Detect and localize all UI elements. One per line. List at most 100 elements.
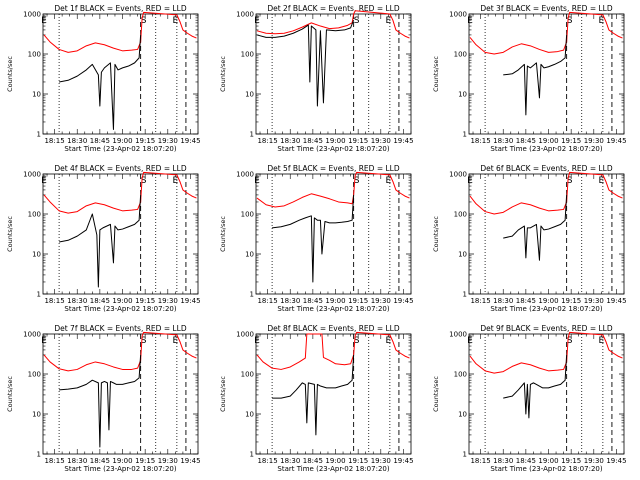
x-tick-label: 18:30 bbox=[493, 137, 513, 145]
x-tick-label: 19:30 bbox=[371, 137, 391, 145]
y-tick-label: 10 bbox=[32, 411, 41, 419]
marker-e1: E bbox=[254, 16, 260, 26]
red-lld-series bbox=[43, 331, 197, 372]
x-tick-label: 18:30 bbox=[67, 457, 87, 465]
y-tick-label: 1 bbox=[463, 291, 467, 299]
x-tick-label: 18:30 bbox=[493, 297, 513, 305]
x-axis-label: Start Time (23-Apr-02 18:07:20) bbox=[64, 145, 176, 153]
y-tick-label: 100 bbox=[241, 371, 254, 379]
marker-s: S bbox=[141, 176, 147, 186]
x-tick-label: 18:45 bbox=[516, 297, 536, 305]
y-tick-label: 1 bbox=[463, 131, 467, 139]
red-lld-series bbox=[469, 331, 623, 374]
marker-e2: E bbox=[599, 336, 605, 346]
plot-title: Det 9f BLACK = Events, RED = LLD bbox=[480, 324, 613, 333]
x-tick-label: 19:00 bbox=[538, 137, 558, 145]
x-tick-label: 19:00 bbox=[112, 457, 132, 465]
marker-e2: E bbox=[386, 16, 392, 26]
y-tick-label: 1 bbox=[250, 291, 254, 299]
marker-e1: E bbox=[254, 176, 260, 186]
red-lld-series bbox=[43, 171, 197, 214]
marker-s: S bbox=[354, 16, 360, 26]
y-tick-label: 100 bbox=[454, 51, 467, 59]
plot-panel-det-6f: Det 6f BLACK = Events, RED = LLD Counts/s… bbox=[432, 164, 627, 313]
x-tick-label: 18:15 bbox=[257, 137, 277, 145]
x-tick-label: 19:00 bbox=[325, 137, 345, 145]
plot-frame bbox=[42, 173, 199, 295]
y-tick-label: 10 bbox=[245, 91, 254, 99]
y-tick-label: 100 bbox=[28, 51, 41, 59]
plot-panel-det-8f: Det 8f BLACK = Events, RED = LLD Counts/s… bbox=[219, 324, 414, 473]
plot-panel-det-9f: Det 9f BLACK = Events, RED = LLD Counts/s… bbox=[432, 324, 627, 473]
x-axis-label: Start Time (23-Apr-02 18:07:20) bbox=[277, 145, 389, 153]
x-tick-label: 19:15 bbox=[348, 137, 368, 145]
y-axis-label: Counts/sec bbox=[432, 216, 440, 252]
y-axis-label: Counts/sec bbox=[219, 376, 227, 412]
x-tick-label: 19:45 bbox=[180, 457, 200, 465]
marker-e1: E bbox=[467, 16, 473, 26]
x-tick-label: 19:30 bbox=[371, 297, 391, 305]
y-tick-label: 1000 bbox=[23, 331, 41, 339]
x-tick-label: 19:00 bbox=[538, 297, 558, 305]
marker-s: S bbox=[567, 336, 573, 346]
y-axis-label: Counts/sec bbox=[219, 216, 227, 252]
black-events-series bbox=[503, 34, 568, 116]
x-axis-label: Start Time (23-Apr-02 18:07:20) bbox=[277, 465, 389, 473]
marker-e2: E bbox=[173, 16, 179, 26]
plot-title: Det 7f BLACK = Events, RED = LLD bbox=[54, 324, 187, 333]
x-tick-label: 19:45 bbox=[606, 137, 626, 145]
marker-e2: E bbox=[599, 176, 605, 186]
y-axis-label: Counts/sec bbox=[219, 56, 227, 92]
marker-e1: E bbox=[254, 336, 260, 346]
y-tick-label: 1000 bbox=[236, 331, 254, 339]
x-tick-label: 19:15 bbox=[135, 297, 155, 305]
marker-s: S bbox=[354, 176, 360, 186]
y-tick-label: 1 bbox=[463, 451, 467, 459]
marker-s: S bbox=[354, 336, 360, 346]
marker-s: S bbox=[141, 336, 147, 346]
y-tick-label: 10 bbox=[32, 251, 41, 259]
marker-e1: E bbox=[467, 336, 473, 346]
marker-e2: E bbox=[173, 176, 179, 186]
x-axis-label: Start Time (23-Apr-02 18:07:20) bbox=[277, 305, 389, 313]
marker-e2: E bbox=[599, 16, 605, 26]
y-tick-label: 10 bbox=[32, 91, 41, 99]
y-tick-label: 1000 bbox=[236, 171, 254, 179]
y-axis-label: Counts/sec bbox=[432, 376, 440, 412]
marker-s: S bbox=[567, 176, 573, 186]
y-axis-label: Counts/sec bbox=[6, 56, 14, 92]
plot-frame bbox=[255, 13, 412, 135]
plot-title: Det 1f BLACK = Events, RED = LLD bbox=[54, 4, 187, 13]
plot-title: Det 5f BLACK = Events, RED = LLD bbox=[267, 164, 400, 173]
x-tick-label: 19:15 bbox=[561, 137, 581, 145]
x-tick-label: 18:15 bbox=[470, 297, 490, 305]
x-axis-label: Start Time (23-Apr-02 18:07:20) bbox=[64, 305, 176, 313]
plot-frame bbox=[468, 13, 625, 135]
x-axis-label: Start Time (23-Apr-02 18:07:20) bbox=[490, 465, 602, 473]
x-tick-label: 19:00 bbox=[538, 457, 558, 465]
x-tick-label: 19:15 bbox=[561, 457, 581, 465]
y-tick-label: 1000 bbox=[449, 331, 467, 339]
x-tick-label: 18:30 bbox=[280, 137, 300, 145]
plot-title: Det 4f BLACK = Events, RED = LLD bbox=[54, 164, 187, 173]
x-tick-label: 18:45 bbox=[303, 457, 323, 465]
black-events-series bbox=[503, 354, 568, 419]
plot-frame bbox=[255, 173, 412, 295]
red-lld-series bbox=[256, 10, 410, 39]
x-tick-label: 19:30 bbox=[371, 457, 391, 465]
plot-frame bbox=[42, 13, 199, 135]
x-tick-label: 18:15 bbox=[470, 137, 490, 145]
x-tick-label: 18:30 bbox=[280, 297, 300, 305]
x-tick-label: 19:45 bbox=[393, 137, 413, 145]
x-tick-label: 18:45 bbox=[516, 137, 536, 145]
x-tick-label: 18:15 bbox=[470, 457, 490, 465]
marker-e2: E bbox=[173, 336, 179, 346]
y-tick-label: 100 bbox=[241, 51, 254, 59]
plot-panel-det-4f: Det 4f BLACK = Events, RED = LLD Counts/s… bbox=[6, 164, 201, 313]
x-tick-label: 18:30 bbox=[67, 297, 87, 305]
x-tick-label: 19:15 bbox=[348, 457, 368, 465]
black-events-series bbox=[59, 354, 142, 448]
x-tick-label: 18:30 bbox=[280, 457, 300, 465]
x-tick-label: 18:45 bbox=[90, 137, 110, 145]
